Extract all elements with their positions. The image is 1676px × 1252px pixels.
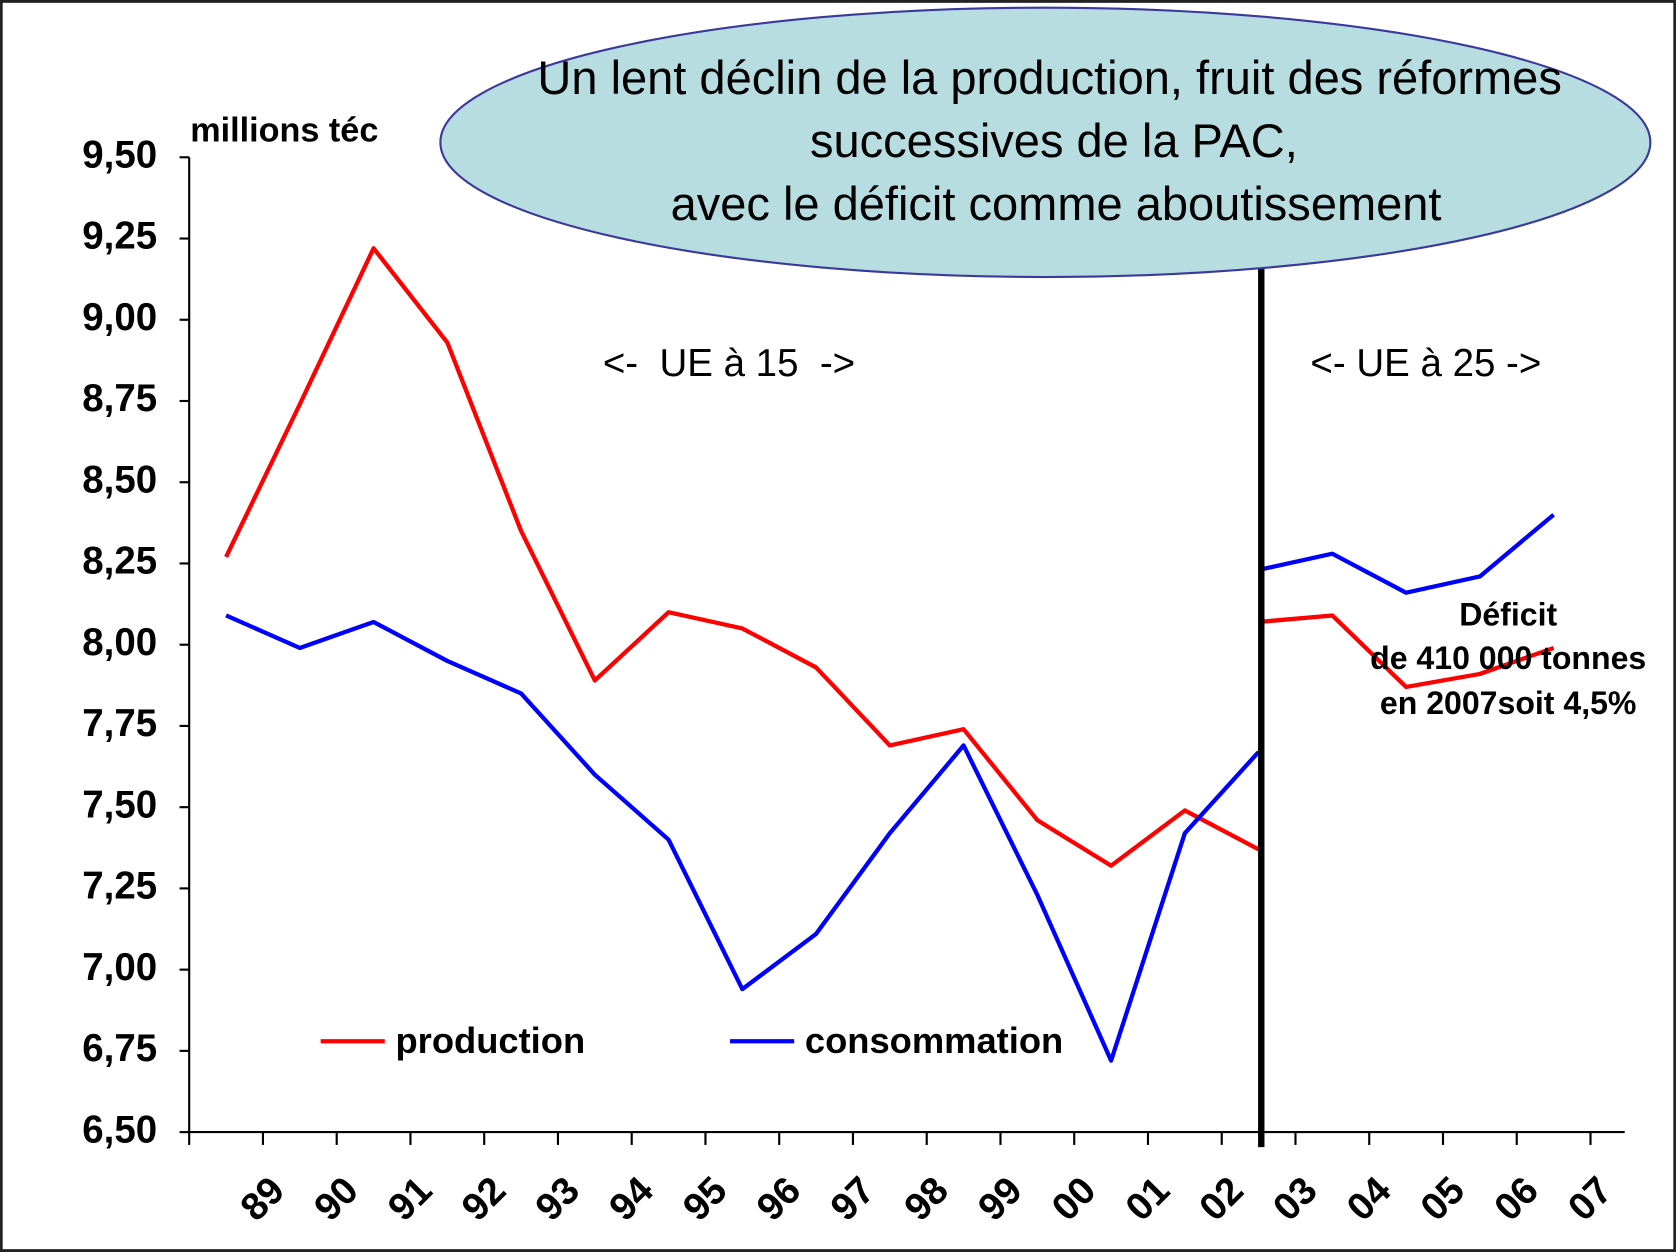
deficit-note: Déficit bbox=[1459, 596, 1557, 632]
y-tick-label: 8,75 bbox=[82, 377, 157, 420]
y-tick-label: 8,00 bbox=[82, 621, 157, 664]
y-tick-label: 9,50 bbox=[82, 133, 157, 176]
y-tick-label: 9,00 bbox=[82, 296, 157, 339]
legend-label: production bbox=[395, 1020, 585, 1061]
deficit-note: en 2007soit 4,5% bbox=[1380, 685, 1637, 721]
y-tick-label: 8,50 bbox=[82, 458, 157, 501]
y-tick-label: 6,50 bbox=[82, 1108, 157, 1151]
y-tick-label: 8,25 bbox=[82, 540, 157, 583]
series-line bbox=[1258, 613, 1555, 690]
y-axis-label: millions téc bbox=[190, 112, 378, 150]
y-tick-label: 7,00 bbox=[82, 946, 157, 989]
legend-label: consommation bbox=[805, 1020, 1063, 1061]
y-tick-label: 6,75 bbox=[82, 1027, 157, 1070]
deficit-note: de 410 000 tonnes bbox=[1370, 640, 1646, 676]
y-tick-label: 9,25 bbox=[82, 215, 157, 258]
callout-ellipse bbox=[439, 6, 1652, 279]
y-tick-label: 7,75 bbox=[82, 702, 157, 745]
series-line bbox=[225, 613, 1261, 1063]
region-label: <- UE à 25 -> bbox=[1310, 342, 1541, 385]
y-tick-label: 7,25 bbox=[82, 865, 157, 908]
callout-text: successives de la PAC, bbox=[810, 114, 1298, 167]
callout-text: Un lent déclin de la production, fruit d… bbox=[537, 51, 1561, 104]
y-tick-label: 7,50 bbox=[82, 783, 157, 826]
region-label: <- UE à 15 -> bbox=[603, 342, 855, 385]
callout-text: avec le déficit comme aboutissement bbox=[671, 177, 1442, 230]
series-line bbox=[1258, 513, 1555, 595]
series-line bbox=[224, 246, 1260, 868]
